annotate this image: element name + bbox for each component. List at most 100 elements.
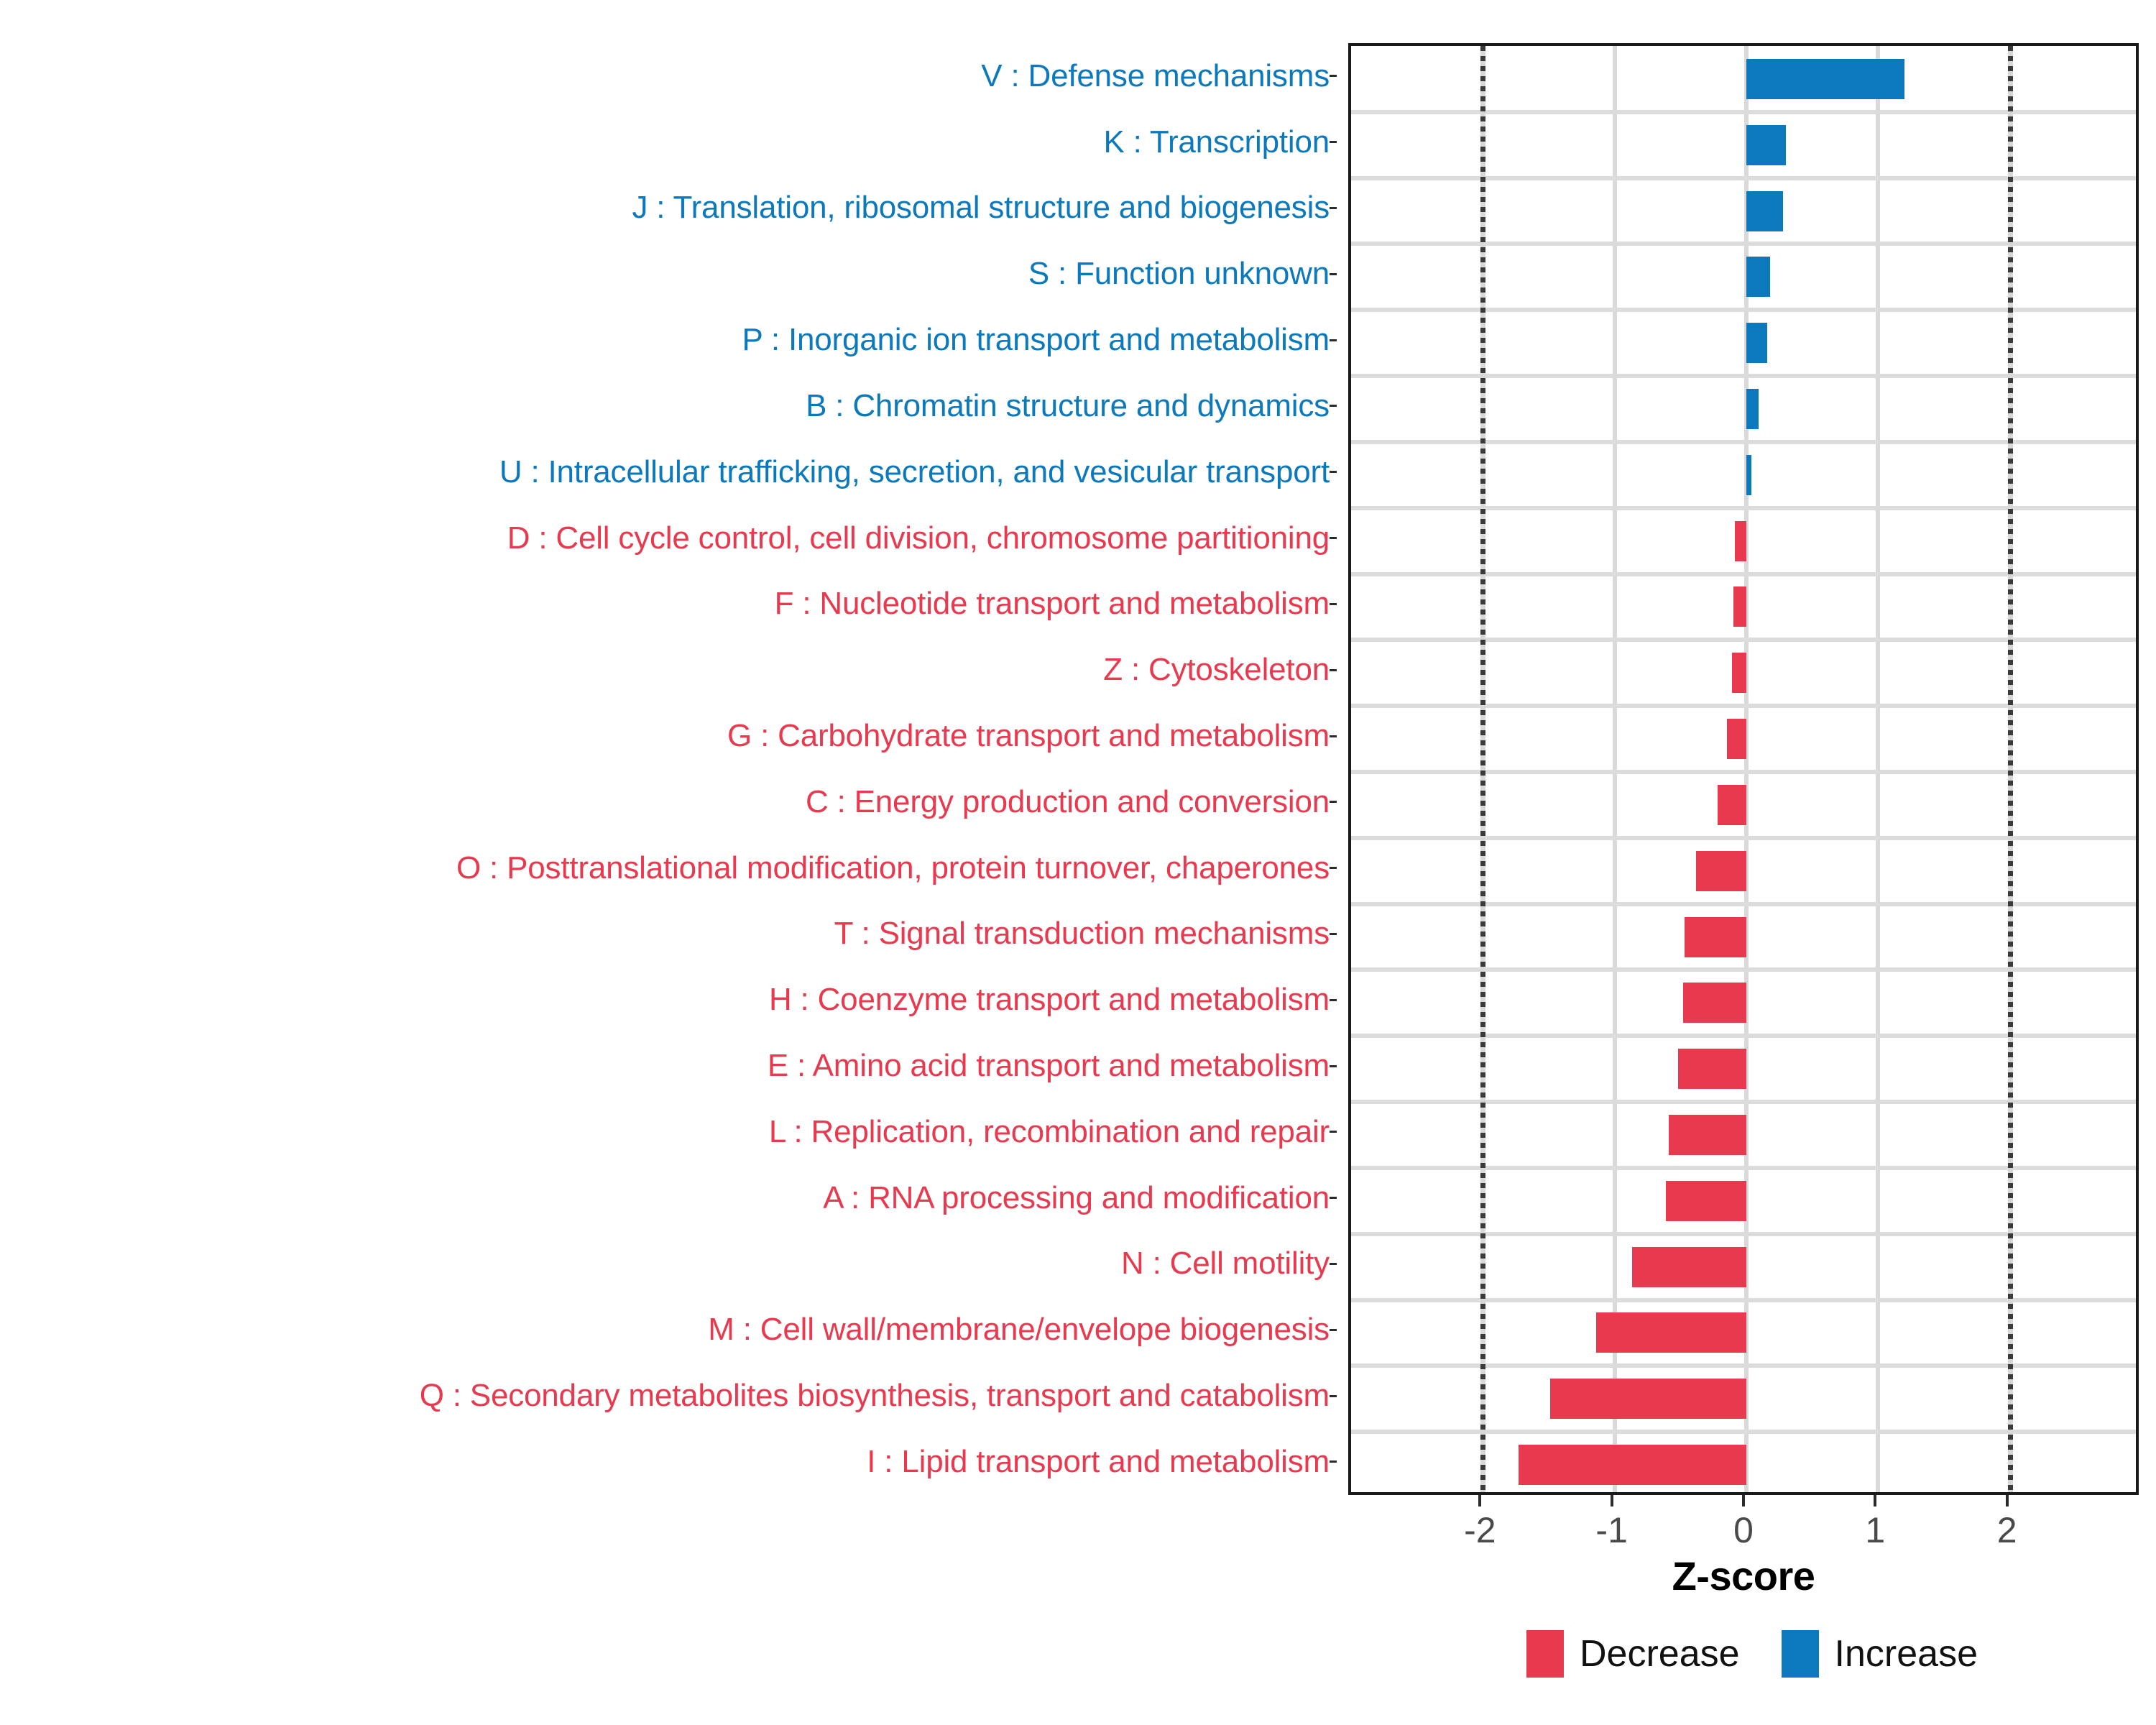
- bar[interactable]: [1668, 1114, 1746, 1155]
- bar-slot: [1351, 1234, 2136, 1300]
- x-axis-tick-label: -2: [1464, 1510, 1496, 1550]
- category-label-row: V : Defense mechanisms: [0, 43, 1337, 109]
- x-axis: -2 -1 0 1 2: [1348, 1495, 2139, 1588]
- bar-slot: [1351, 244, 2136, 310]
- horizontal-gridline: [1351, 967, 2136, 972]
- legend-item-increase[interactable]: Increase: [1781, 1630, 1978, 1678]
- category-label: I : Lipid transport and metabolism: [867, 1443, 1330, 1479]
- bar-slot: [1351, 112, 2136, 178]
- bar[interactable]: [1746, 323, 1768, 364]
- bar[interactable]: [1746, 454, 1752, 495]
- category-label-row: Q : Secondary metabolites biosynthesis, …: [0, 1363, 1337, 1429]
- bar[interactable]: [1746, 388, 1759, 429]
- category-label: D : Cell cycle control, cell division, c…: [507, 520, 1330, 556]
- bar[interactable]: [1696, 850, 1746, 891]
- y-axis-tick-mark: [1330, 471, 1337, 474]
- bar[interactable]: [1677, 1049, 1746, 1090]
- bar-slot: [1351, 706, 2136, 772]
- bar[interactable]: [1717, 784, 1746, 825]
- y-axis-tick-mark: [1330, 801, 1337, 804]
- y-axis-tick-mark: [1330, 272, 1337, 275]
- bar-slot: [1351, 442, 2136, 508]
- legend-swatch-increase-icon: [1781, 1630, 1819, 1678]
- category-label: Z : Cytoskeleton: [1103, 652, 1330, 688]
- bar[interactable]: [1731, 653, 1746, 694]
- bar[interactable]: [1746, 58, 1904, 99]
- y-axis-tick-mark: [1330, 1131, 1337, 1133]
- bar[interactable]: [1518, 1445, 1746, 1486]
- category-label-row: J : Translation, ribosomal structure and…: [0, 175, 1337, 242]
- bar-slot: [1351, 1168, 2136, 1234]
- horizontal-gridline: [1351, 374, 2136, 379]
- category-label-row: I : Lipid transport and metabolism: [0, 1429, 1337, 1495]
- category-label-row: F : Nucleotide transport and metabolism: [0, 571, 1337, 638]
- category-label: N : Cell motility: [1121, 1246, 1330, 1282]
- vertical-gridline: [1612, 46, 1617, 1492]
- plot-panel: [1348, 43, 2139, 1495]
- bar-slot: [1351, 508, 2136, 574]
- vertical-gridline: [1876, 46, 1881, 1492]
- category-label-row: C : Energy production and conversion: [0, 769, 1337, 835]
- category-label-row: K : Transcription: [0, 109, 1337, 175]
- y-axis-tick-mark: [1330, 141, 1337, 144]
- bar[interactable]: [1683, 983, 1746, 1024]
- category-label: L : Replication, recombination and repai…: [768, 1113, 1330, 1149]
- bar-slot: [1351, 46, 2136, 112]
- bar[interactable]: [1726, 719, 1746, 760]
- legend-label-decrease: Decrease: [1579, 1633, 1740, 1675]
- bar[interactable]: [1746, 257, 1770, 298]
- y-axis-tick-mark: [1330, 1263, 1337, 1266]
- x-axis-title: Z-score: [1672, 1553, 1815, 1598]
- bar-slot: [1351, 310, 2136, 376]
- horizontal-gridline: [1351, 1034, 2136, 1039]
- y-axis-tick-mark: [1330, 932, 1337, 935]
- x-axis-tick-mark: [1610, 1495, 1613, 1506]
- y-axis-tick-mark: [1330, 207, 1337, 210]
- bar[interactable]: [1684, 916, 1746, 957]
- y-axis-tick-mark: [1330, 1064, 1337, 1067]
- horizontal-gridline: [1351, 770, 2136, 774]
- category-label: B : Chromatin structure and dynamics: [806, 387, 1330, 423]
- category-label: A : RNA processing and modification: [823, 1179, 1330, 1215]
- legend-item-decrease[interactable]: Decrease: [1526, 1630, 1740, 1678]
- bar[interactable]: [1596, 1312, 1746, 1353]
- bar[interactable]: [1631, 1246, 1746, 1287]
- horizontal-gridline: [1351, 505, 2136, 510]
- category-label: K : Transcription: [1103, 124, 1330, 160]
- horizontal-gridline: [1351, 308, 2136, 313]
- bar[interactable]: [1549, 1379, 1746, 1420]
- bar[interactable]: [1734, 520, 1746, 561]
- bar[interactable]: [1746, 124, 1786, 165]
- reference-line: [1480, 46, 1486, 1492]
- horizontal-gridline: [1351, 901, 2136, 906]
- category-label: C : Energy production and conversion: [805, 783, 1330, 819]
- horizontal-gridline: [1351, 1165, 2136, 1170]
- horizontal-gridline: [1351, 1231, 2136, 1236]
- horizontal-gridline: [1351, 1297, 2136, 1302]
- category-label: H : Coenzyme transport and metabolism: [768, 982, 1330, 1018]
- horizontal-gridline: [1351, 835, 2136, 840]
- y-axis-tick-mark: [1330, 1394, 1337, 1397]
- bar[interactable]: [1733, 586, 1746, 627]
- bar[interactable]: [1666, 1180, 1746, 1221]
- category-label: F : Nucleotide transport and metabolism: [774, 586, 1330, 622]
- horizontal-gridline: [1351, 175, 2136, 180]
- category-label-row: D : Cell cycle control, cell division, c…: [0, 505, 1337, 571]
- x-axis-tick-label: 2: [1996, 1510, 2017, 1550]
- bar[interactable]: [1746, 190, 1784, 231]
- category-label-row: Z : Cytoskeleton: [0, 637, 1337, 703]
- vertical-gridline: [1744, 46, 1749, 1492]
- legend: Decrease Increase: [1348, 1630, 2156, 1678]
- bar-slot: [1351, 574, 2136, 640]
- category-label-row: U : Intracellular trafficking, secretion…: [0, 439, 1337, 505]
- reference-line: [2007, 46, 2013, 1492]
- panel-gridlines: [1351, 46, 2136, 1492]
- category-label-row: P : Inorganic ion transport and metaboli…: [0, 307, 1337, 373]
- category-label: O : Posttranslational modification, prot…: [456, 850, 1330, 886]
- horizontal-gridline: [1351, 439, 2136, 444]
- y-axis-tick-mark: [1330, 998, 1337, 1001]
- y-axis-tick-mark: [1330, 537, 1337, 540]
- bar-slot: [1351, 904, 2136, 970]
- horizontal-gridline: [1351, 1363, 2136, 1368]
